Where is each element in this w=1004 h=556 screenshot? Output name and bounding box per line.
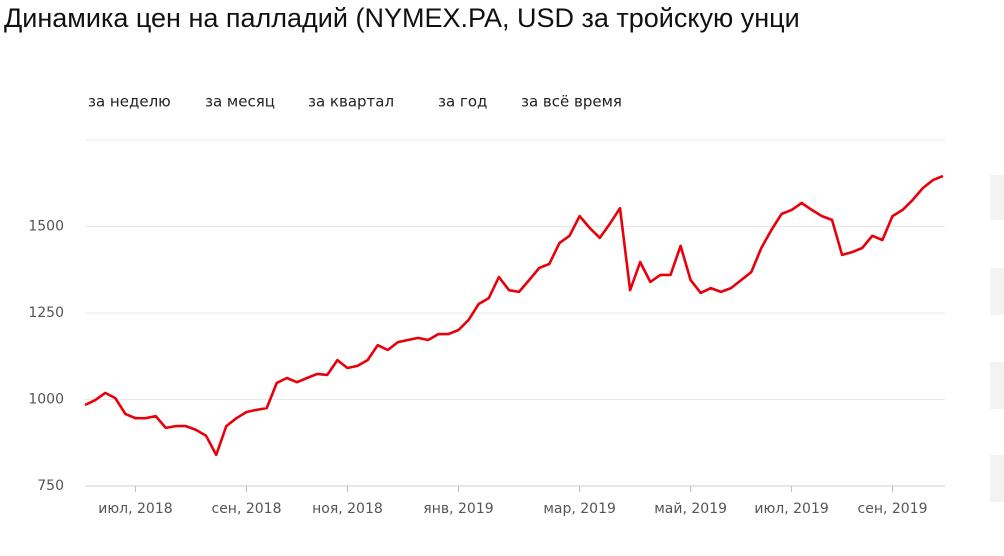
period-button[interactable]: за квартал — [308, 93, 394, 111]
period-button[interactable]: за неделю — [88, 93, 171, 111]
chart: 750 1000 1250 1500 июл, 2018 сен, 2018 ноя, 20… — [28, 139, 945, 517]
y-tick-label: 1250 — [28, 305, 64, 321]
side-panel — [990, 175, 1004, 502]
x-tick-label: мар, 2019 — [543, 501, 616, 517]
x-tick-label: май, 2019 — [654, 501, 727, 517]
period-button[interactable]: за всё время — [521, 93, 622, 111]
y-tick-label: 1500 — [28, 219, 64, 235]
y-tick-label: 1000 — [28, 392, 64, 408]
x-tick-label: июл, 2018 — [98, 501, 172, 517]
period-buttons: за неделю за месяц за квартал за год за всё … — [88, 93, 622, 111]
x-tick-label: ноя, 2018 — [312, 501, 383, 517]
page-title: Динамика цен на палладий (NYMEX.PA, USD … — [4, 3, 800, 33]
y-tick-label: 750 — [37, 478, 64, 494]
period-button[interactable]: за месяц — [205, 93, 275, 111]
x-tick-label: июл, 2019 — [754, 501, 828, 517]
x-tick-label: янв, 2019 — [423, 501, 493, 517]
price-line — [84, 174, 944, 457]
period-button[interactable]: за год — [438, 93, 487, 111]
x-tick-label: сен, 2018 — [212, 501, 282, 517]
x-tick-label: сен, 2019 — [858, 501, 928, 517]
